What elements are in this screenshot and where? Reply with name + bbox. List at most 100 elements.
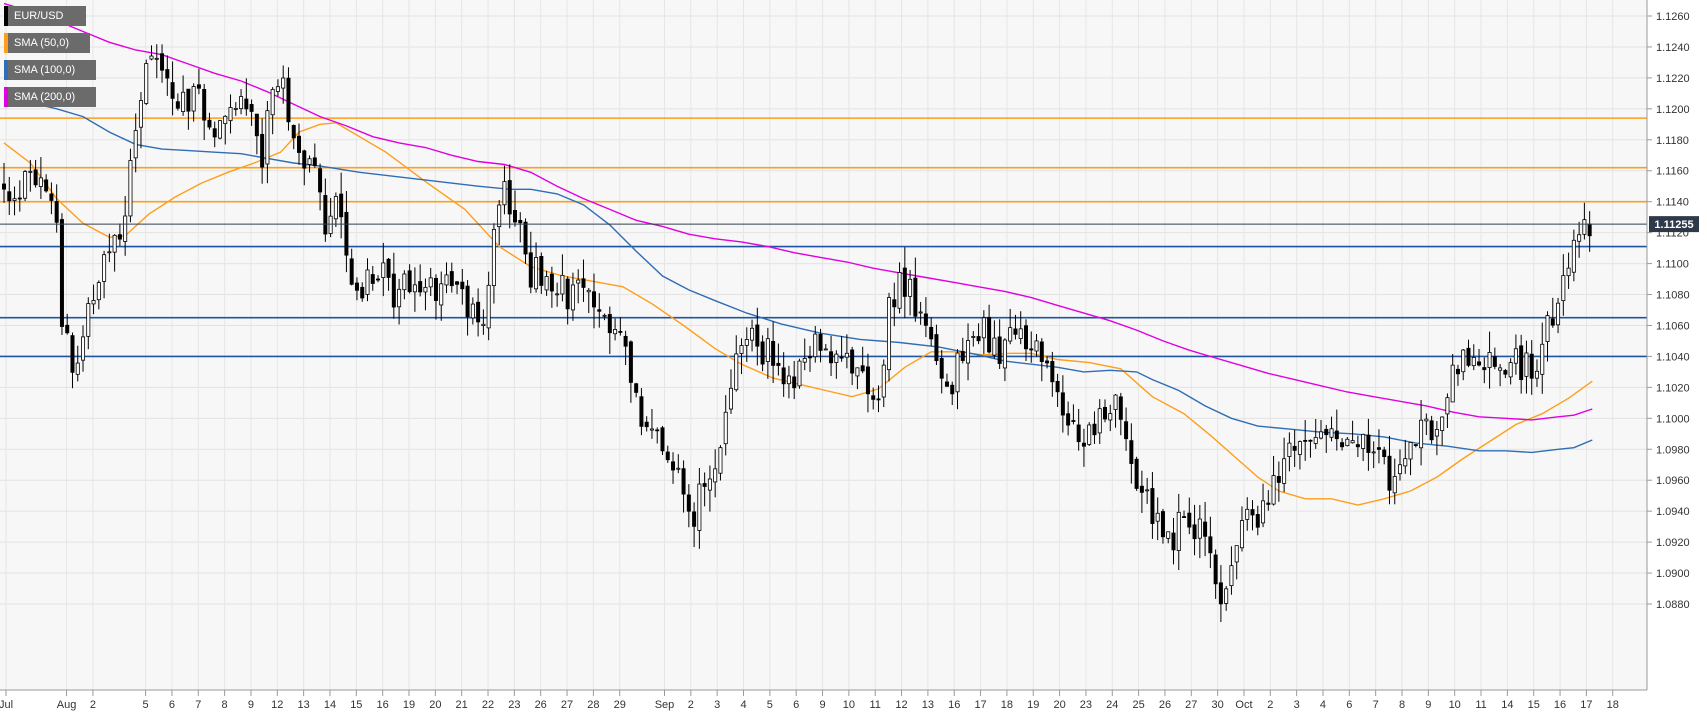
candle-body xyxy=(1039,341,1044,362)
candle-body xyxy=(534,257,539,290)
candle-body xyxy=(491,228,496,286)
sma-line xyxy=(3,95,1593,454)
candle-body xyxy=(1303,439,1308,442)
x-tick-label: 5 xyxy=(767,699,773,711)
candle-body xyxy=(165,69,170,79)
candle-body xyxy=(1213,554,1218,585)
candle-body xyxy=(1297,441,1302,455)
candle-body xyxy=(1582,219,1587,235)
y-tick-label: 1.0920 xyxy=(1656,537,1690,549)
candle-body xyxy=(1403,458,1408,467)
candle-body xyxy=(1076,424,1081,443)
candle-body xyxy=(739,345,744,354)
candle-body xyxy=(186,88,191,112)
candle-body xyxy=(1229,565,1234,587)
candle-body xyxy=(987,317,992,353)
x-tick-label: 27 xyxy=(561,699,573,711)
candle-body xyxy=(565,278,570,310)
candle-body xyxy=(797,360,802,387)
candle-body xyxy=(644,421,649,428)
x-tick-label: 21 xyxy=(456,699,468,711)
y-tick-label: 1.1000 xyxy=(1656,413,1690,425)
candle-body xyxy=(86,303,91,337)
x-tick-label: 2 xyxy=(90,699,96,711)
candle-body xyxy=(423,286,428,293)
candle-body xyxy=(1224,588,1229,604)
candle-body xyxy=(544,276,549,291)
candle-body xyxy=(855,367,860,377)
candle-body xyxy=(602,314,607,317)
x-tick-label: 17 xyxy=(974,699,986,711)
y-tick-label: 1.1020 xyxy=(1656,382,1690,394)
candle-body xyxy=(460,281,465,290)
x-tick-label: 6 xyxy=(793,699,799,711)
candle-body xyxy=(333,196,338,220)
x-tick-label: 7 xyxy=(1373,699,1379,711)
candle-body xyxy=(391,273,396,308)
y-tick-label: 1.1220 xyxy=(1656,73,1690,85)
candle-body xyxy=(1429,420,1434,441)
candle-body xyxy=(1282,458,1287,484)
candle-body xyxy=(1292,445,1297,451)
candle-body xyxy=(133,130,138,159)
candle-body xyxy=(1108,413,1113,421)
candle-body xyxy=(328,215,333,234)
x-tick-label: 4 xyxy=(740,699,746,711)
candle-body xyxy=(1540,343,1545,375)
y-tick-label: 1.0940 xyxy=(1656,506,1690,518)
y-tick-label: 1.1080 xyxy=(1656,290,1690,302)
candle-body xyxy=(1192,524,1197,540)
x-tick-label: 15 xyxy=(350,699,362,711)
candle-body xyxy=(323,195,328,235)
candle-body xyxy=(1071,420,1076,422)
candle-body xyxy=(692,511,697,527)
candle-body xyxy=(1345,438,1350,447)
candle-body xyxy=(913,277,918,317)
candle-body xyxy=(1171,532,1176,551)
x-tick-label: 14 xyxy=(324,699,336,711)
current-price: 1.11255 xyxy=(0,216,1699,233)
candle-body xyxy=(465,285,470,318)
candle-body xyxy=(244,98,249,110)
candle-body xyxy=(607,314,612,334)
candle-body xyxy=(1018,328,1023,339)
candle-body xyxy=(233,107,238,110)
candle-body xyxy=(671,461,676,471)
x-tick-label: 4 xyxy=(1320,699,1326,711)
candle-body xyxy=(808,356,813,359)
candle-body xyxy=(1129,440,1134,464)
candle-body xyxy=(1450,364,1455,403)
candle-body xyxy=(112,234,117,253)
candle-body xyxy=(1398,464,1403,475)
candle-body xyxy=(1419,419,1424,449)
candle-body xyxy=(1318,431,1323,439)
candle-body xyxy=(781,367,786,385)
x-tick-label: 3 xyxy=(714,699,720,711)
candle-body xyxy=(660,427,665,452)
x-tick-label: Oct xyxy=(1235,699,1252,711)
candle-body xyxy=(755,324,760,347)
legend-sma100: SMA (100,0) xyxy=(4,60,96,80)
candle-body xyxy=(628,341,633,383)
y-tick-label: 1.1120 xyxy=(1656,228,1689,240)
candle-body xyxy=(412,284,417,293)
candle-body xyxy=(676,467,681,470)
candle-body xyxy=(918,311,923,314)
candle-body xyxy=(765,338,770,362)
candle-body xyxy=(497,204,502,228)
y-tick-label: 1.0900 xyxy=(1656,568,1690,580)
candle-body xyxy=(1371,451,1376,454)
candle-body xyxy=(397,288,402,308)
x-tick-label: 12 xyxy=(271,699,283,711)
candle-body xyxy=(96,282,101,301)
candle-body xyxy=(1508,362,1513,378)
x-tick-label: 30 xyxy=(1212,699,1224,711)
x-tick-label: 16 xyxy=(948,699,960,711)
current-price-tag xyxy=(1649,216,1699,233)
candle-body xyxy=(49,193,54,201)
x-tick-label: 19 xyxy=(1027,699,1039,711)
candle-body xyxy=(1566,267,1571,277)
candle-body xyxy=(997,336,1002,364)
candle-body xyxy=(723,411,728,445)
